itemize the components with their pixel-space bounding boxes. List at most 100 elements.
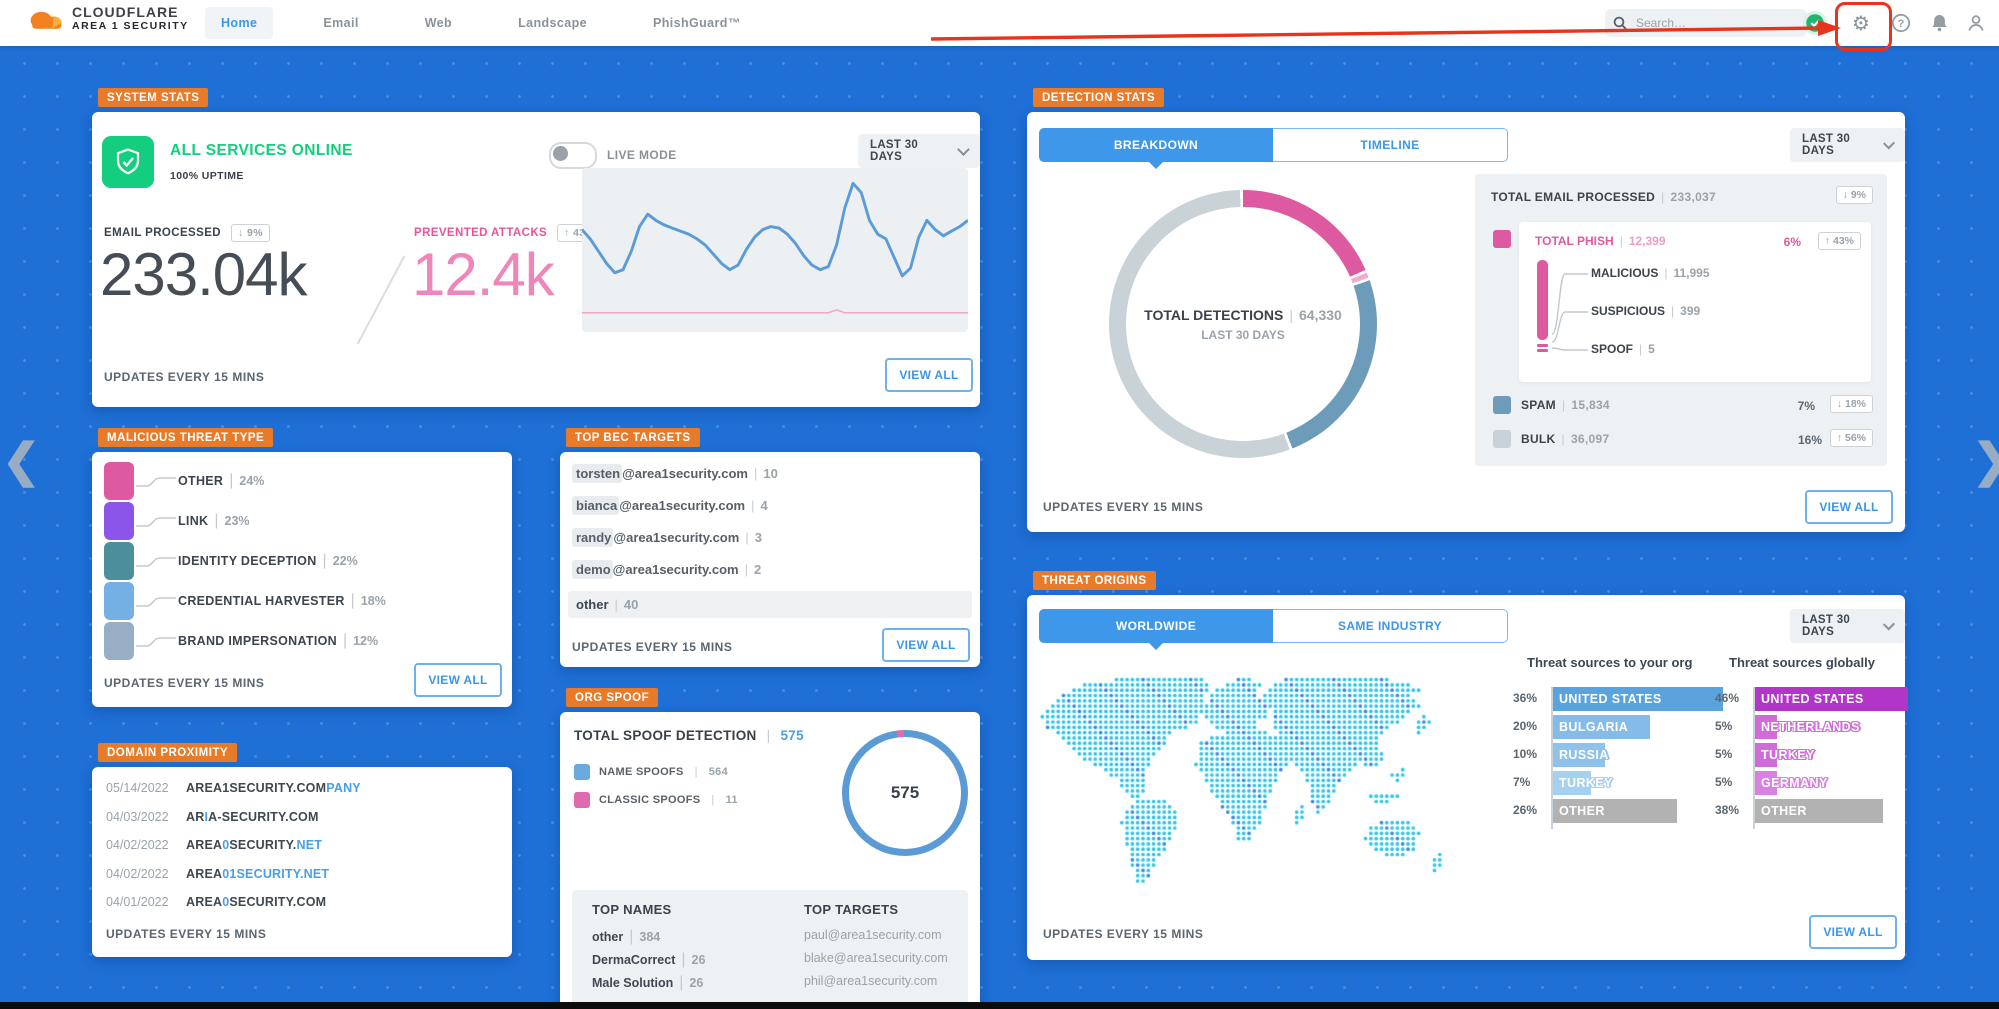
bec-other-row[interactable]: other | 40: [568, 591, 972, 618]
threat-type-row[interactable]: LINK | 23%: [104, 502, 250, 540]
bec-target-row[interactable]: demo @area1security.com | 2: [572, 560, 761, 579]
bec-target-row[interactable]: randy @area1security.com | 3: [572, 528, 762, 547]
top-name-row: Male Solution | 26: [592, 974, 704, 991]
bulk-delta-badge: ↑ 56%: [1829, 429, 1873, 447]
bar-pct-label: 36%: [1513, 691, 1538, 705]
malicious-view-all-button[interactable]: VIEW ALL: [414, 663, 502, 697]
bec-user: demo: [572, 560, 613, 579]
tab-breakdown[interactable]: BREAKDOWN: [1039, 128, 1273, 169]
country-label: OTHER: [1761, 804, 1807, 818]
top-target-row: paul@area1security.com: [804, 928, 942, 942]
threat-type-row[interactable]: OTHER | 24%: [104, 462, 264, 500]
carousel-left-icon[interactable]: ❮: [2, 434, 41, 486]
threat-type-row[interactable]: CREDENTIAL HARVESTER | 18%: [104, 582, 386, 620]
country-bar[interactable]: TURKEY: [1553, 771, 1612, 795]
country-bar[interactable]: RUSSIA: [1553, 743, 1608, 767]
domain-row[interactable]: 04/01/2022 AREA0SECURITY.COM: [106, 895, 326, 909]
phish-bar: [1537, 260, 1548, 340]
phish-bar-dash: [1537, 349, 1548, 352]
bec-target-row[interactable]: bianca @area1security.com | 4: [572, 496, 768, 515]
malicious-threat-type-card: MALICIOUS THREAT TYPE OTHER | 24% LINK |…: [92, 428, 512, 707]
legend-count: 564: [708, 766, 729, 778]
divider: |: [229, 472, 234, 489]
org-bars-axis: [1551, 687, 1553, 829]
org-spoof-detail-panel: TOP NAMES TOP TARGETS other | 384 DermaCorr…: [572, 890, 968, 1009]
threat-origins-range-dropdown[interactable]: LAST 30 DAYS: [1790, 609, 1905, 643]
country-bar[interactable]: GERMANY: [1755, 771, 1827, 795]
tab-same-industry[interactable]: SAME INDUSTRY: [1273, 609, 1508, 643]
chevron-down-icon: [1882, 136, 1895, 150]
domain-row[interactable]: 04/02/2022 AREA01SECURITY.NET: [106, 867, 329, 881]
threat-color-chip: [104, 582, 134, 620]
brand-line2: AREA 1 SECURITY: [72, 20, 189, 32]
bulk-pct: 16%: [1797, 433, 1822, 447]
bec-count: 10: [763, 466, 778, 481]
org-spoof-total: 575: [780, 728, 804, 743]
country-bar[interactable]: BULGARIA: [1553, 715, 1650, 739]
bec-user: torsten: [572, 464, 623, 483]
top-bar: CLOUDFLARE AREA 1 SECURITY Home Email We…: [0, 0, 1999, 46]
threat-origins-tabs: WORLDWIDE SAME INDUSTRY: [1039, 609, 1508, 650]
email-processed-delta-badge: ↓ 9%: [230, 224, 270, 242]
legend-classic-spoofs: CLASSIC SPOOFS | 11: [574, 792, 738, 808]
domain-name: AREA0SECURITY.COM: [186, 895, 327, 909]
country-bar[interactable]: OTHER: [1553, 799, 1678, 823]
donut-center-line2: LAST 30 DAYS: [1201, 327, 1285, 342]
threat-origins-view-all-button[interactable]: VIEW ALL: [1809, 915, 1897, 949]
country-bar[interactable]: UNITED STATES: [1755, 687, 1909, 711]
threat-type-row[interactable]: IDENTITY DECEPTION | 22%: [104, 542, 358, 580]
tab-timeline[interactable]: TIMELINE: [1273, 128, 1508, 162]
help-icon[interactable]: ?: [1889, 11, 1913, 35]
bar-pct-label: 20%: [1513, 719, 1538, 733]
bec-other-label: other: [576, 597, 609, 612]
status-shield-icon[interactable]: [1803, 11, 1827, 35]
nav-item-web[interactable]: Web: [424, 16, 453, 30]
threat-origins-card: THREAT ORIGINS WORLDWIDE SAME INDUSTRY L…: [1027, 571, 1909, 960]
country-bar[interactable]: UNITED STATES: [1553, 687, 1723, 711]
tab-worldwide[interactable]: WORLDWIDE: [1039, 609, 1273, 650]
settings-gear-icon[interactable]: ⚙: [1852, 11, 1870, 35]
country-bar[interactable]: NETHERLANDS: [1755, 715, 1859, 739]
search-box[interactable]: [1605, 9, 1807, 37]
domain-row[interactable]: 04/02/2022 AREA0SECURITY.NET: [106, 838, 322, 852]
country-bar[interactable]: TURKEY: [1755, 743, 1814, 767]
domain-row[interactable]: 04/03/2022 ARIA-SECURITY.COM: [106, 810, 319, 824]
nav-item-landscape[interactable]: Landscape: [518, 16, 587, 30]
phish-child-row: MALICIOUS | 11,995: [1591, 266, 1710, 280]
bec-view-all-button[interactable]: VIEW ALL: [882, 628, 970, 662]
nav-item-home[interactable]: Home: [205, 7, 274, 39]
search-input[interactable]: [1634, 15, 1778, 31]
domain-row[interactable]: 05/14/2022 AREA1SECURITY.COMPANY: [106, 781, 361, 795]
divider: |: [214, 512, 219, 529]
detection-range-dropdown[interactable]: LAST 30 DAYS: [1790, 128, 1905, 162]
email-processed-header: EMAIL PROCESSED ↓ 9%: [104, 224, 270, 242]
domain-date: 04/02/2022: [106, 866, 169, 881]
phish-child-row: SPOOF | 5: [1591, 342, 1655, 356]
spam-row: SPAM | 15,834: [1521, 398, 1610, 412]
carousel-right-icon[interactable]: ❯: [1972, 430, 1999, 490]
nav-item-email[interactable]: Email: [323, 16, 359, 30]
profile-avatar-icon[interactable]: [1964, 11, 1988, 35]
system-view-all-button[interactable]: VIEW ALL: [885, 358, 973, 392]
cloudflare-cloud-icon: [26, 3, 66, 33]
updates-note: UPDATES EVERY 15 MINS: [104, 370, 265, 384]
threat-type-row[interactable]: BRAND IMPERSONATION | 12%: [104, 622, 378, 660]
top-name-row: other | 384: [592, 928, 661, 945]
total-phish-pct: 6%: [1783, 235, 1801, 249]
domain-name: AREA0SECURITY.NET: [186, 838, 323, 852]
notifications-bell-icon[interactable]: [1927, 11, 1951, 35]
range-label: LAST 30 DAYS: [870, 139, 919, 163]
domain-name: AREA1SECURITY.COMPANY: [186, 781, 361, 795]
chevron-down-icon: [957, 142, 970, 156]
detection-view-all-button[interactable]: VIEW ALL: [1805, 490, 1893, 524]
threat-type-pct: 22%: [332, 554, 358, 568]
threat-type-label: IDENTITY DECEPTION: [178, 554, 317, 568]
nav-item-phishguard[interactable]: PhishGuard™: [652, 16, 741, 30]
live-mode-toggle[interactable]: [549, 142, 597, 169]
country-bar[interactable]: OTHER: [1755, 799, 1883, 823]
bec-target-row[interactable]: torsten @area1security.com | 10: [572, 464, 778, 483]
brand-logo[interactable]: CLOUDFLARE AREA 1 SECURITY: [26, 3, 189, 33]
domain-date: 04/02/2022: [106, 838, 169, 852]
bec-count: 3: [754, 530, 762, 545]
system-range-dropdown[interactable]: LAST 30 DAYS: [858, 134, 980, 168]
